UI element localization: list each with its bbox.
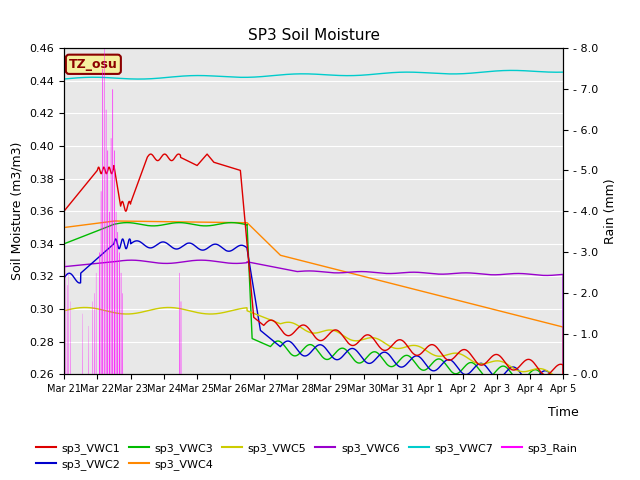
Y-axis label: Rain (mm): Rain (mm) — [604, 179, 617, 244]
Text: TZ_osu: TZ_osu — [69, 58, 118, 71]
Title: SP3 Soil Moisture: SP3 Soil Moisture — [248, 28, 380, 43]
Text: Time: Time — [548, 406, 579, 419]
Y-axis label: Soil Moisture (m3/m3): Soil Moisture (m3/m3) — [11, 142, 24, 280]
Legend: sp3_VWC1, sp3_VWC2, sp3_VWC3, sp3_VWC4, sp3_VWC5, sp3_VWC6, sp3_VWC7, sp3_Rain: sp3_VWC1, sp3_VWC2, sp3_VWC3, sp3_VWC4, … — [31, 438, 582, 474]
